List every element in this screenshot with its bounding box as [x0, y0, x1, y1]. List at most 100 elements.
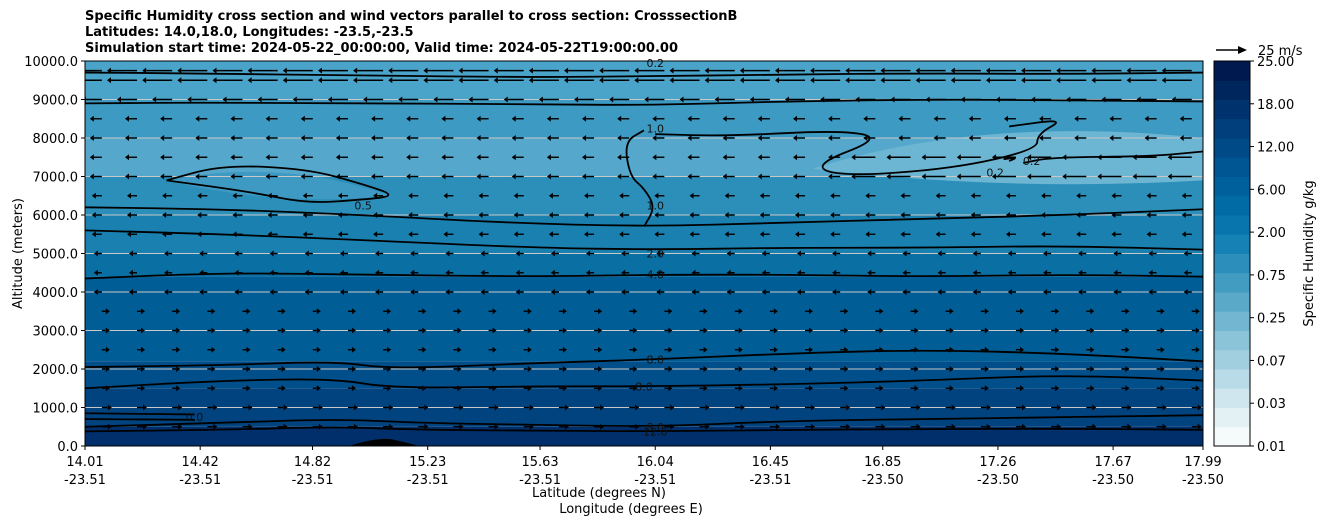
- wind-arrow-head: [654, 192, 659, 199]
- wind-arrow-head: [1039, 135, 1044, 141]
- wind-arrow-head: [162, 212, 167, 218]
- wind-arrow-head: [757, 173, 762, 180]
- wind-arrow-head: [527, 346, 532, 353]
- wind-arrow-head: [1078, 269, 1083, 276]
- wind-arrow-head: [387, 346, 392, 353]
- wind-arrow-head: [1181, 192, 1186, 199]
- contour-label: 2.0: [646, 248, 664, 261]
- colorbar-tick-label: 18.00: [1257, 98, 1294, 113]
- wind-arrow-head: [476, 173, 481, 180]
- x-tick-label-lon: -23.51: [179, 473, 221, 488]
- wind-arrow-head: [107, 404, 112, 411]
- wind-arrow-head: [527, 327, 532, 334]
- wind-arrow-head: [423, 77, 428, 84]
- wind-arrow-head: [797, 289, 802, 295]
- wind-arrow-head: [265, 115, 270, 122]
- wind-arrow-head: [740, 423, 745, 430]
- contour-label: 1.0: [646, 199, 664, 212]
- wind-arrow-head: [898, 115, 903, 122]
- wind-arrow-head: [199, 289, 204, 295]
- wind-arrow-head: [669, 77, 674, 84]
- wind-arrow-head: [1055, 308, 1060, 315]
- wind-arrow-head: [652, 135, 657, 141]
- wind-arrow-head: [757, 135, 762, 141]
- wind-arrow-head: [984, 327, 989, 334]
- wind-arrow-head: [211, 346, 216, 353]
- wind-arrow-head: [634, 67, 639, 74]
- colorbar: 0.01 0.03 0.07 0.25 0.75 2.00 6.00 12.00 18.00 25…: [1213, 44, 1317, 455]
- wind-arrow-head: [1027, 154, 1032, 161]
- wind-arrow-head: [902, 289, 907, 295]
- contour-8.0-low: [85, 414, 1203, 428]
- wind-arrow-head: [363, 96, 368, 103]
- wind-arrow-head: [1097, 173, 1102, 180]
- wind-arrow-head: [773, 385, 778, 392]
- wind-arrow-head: [1195, 366, 1200, 372]
- contour-label: 8.0: [635, 380, 653, 393]
- wind-arrow-head: [493, 77, 498, 84]
- x-tick-label-lon: -23.50: [862, 473, 904, 488]
- wind-arrow-head: [406, 154, 411, 161]
- wind-arrow-head: [246, 308, 251, 315]
- wind-arrow-head: [562, 308, 567, 315]
- y-tick-label: 2000.0: [33, 363, 79, 378]
- wind-arrow-head: [956, 154, 961, 161]
- wind-arrow-head: [886, 154, 891, 161]
- wind-arrow-head: [863, 115, 868, 122]
- wind-arrow-head: [562, 366, 567, 372]
- wind-arrow-head: [582, 173, 587, 180]
- contour-0.2-small: [1003, 156, 1016, 162]
- wind-arrow-head: [1078, 289, 1083, 295]
- wind-arrow-head: [1111, 231, 1116, 238]
- wind-arrow-head: [176, 366, 181, 372]
- contour-label: 1.0: [646, 122, 664, 135]
- wind-arrow-head: [152, 96, 157, 103]
- wind-arrow-head: [703, 366, 708, 372]
- wind-arrow-head: [457, 366, 462, 372]
- wind-arrow-head: [424, 404, 429, 411]
- wind-arrow-head: [265, 173, 270, 180]
- wind-arrow-head: [1197, 423, 1202, 430]
- wind-arrow-head: [703, 327, 708, 334]
- wind-arrow-head: [1179, 135, 1184, 141]
- wind-arrow-head: [867, 289, 872, 295]
- wind-arrow-head: [1113, 289, 1118, 295]
- wind-arrow-head: [845, 67, 850, 74]
- wind-arrow-head: [511, 115, 516, 122]
- wind-arrow-head: [459, 423, 464, 430]
- wind-arrow-head: [107, 77, 112, 84]
- wind-arrow-head: [1195, 327, 1200, 334]
- wind-arrow-head: [951, 404, 956, 411]
- wind-arrow-head: [127, 192, 132, 199]
- wind-arrow-head: [142, 77, 147, 84]
- wind-arrow-head: [408, 212, 413, 218]
- wind-arrow-head: [211, 308, 216, 315]
- wind-arrow-head: [546, 154, 551, 161]
- contour-label: 0.2: [986, 167, 1004, 180]
- wind-arrow-head: [1179, 115, 1184, 122]
- wind-arrow-head: [162, 192, 167, 199]
- wind-arrow-head: [406, 115, 411, 122]
- contour-0.2-right: [1023, 150, 1203, 164]
- wind-arrow-head: [318, 404, 323, 411]
- wind-arrow-head: [1125, 366, 1130, 372]
- wind-arrow-head: [371, 154, 376, 161]
- x-tick-label-lon: -23.50: [977, 473, 1019, 488]
- contour-label: 12.0: [643, 425, 668, 438]
- wind-arrow-head: [1197, 404, 1202, 411]
- wind-arrow-head: [375, 250, 380, 257]
- wind-arrow-head: [915, 67, 920, 74]
- x-tick-label-lat: 17.26: [979, 455, 1016, 470]
- wind-arrow-head: [900, 231, 905, 238]
- wind-arrow-head: [282, 77, 287, 84]
- wind-arrow-head: [1167, 173, 1172, 180]
- wind-arrow-head: [445, 289, 450, 295]
- contour-2.0: [85, 206, 1203, 227]
- y-axis-label: Altitude (meters): [11, 198, 26, 309]
- wind-arrow-head: [371, 135, 376, 141]
- wind-arrow-head: [459, 404, 464, 411]
- wind-arrow-head: [195, 115, 200, 122]
- wind-arrow-head: [656, 250, 661, 257]
- wind-arrow-head: [914, 308, 919, 315]
